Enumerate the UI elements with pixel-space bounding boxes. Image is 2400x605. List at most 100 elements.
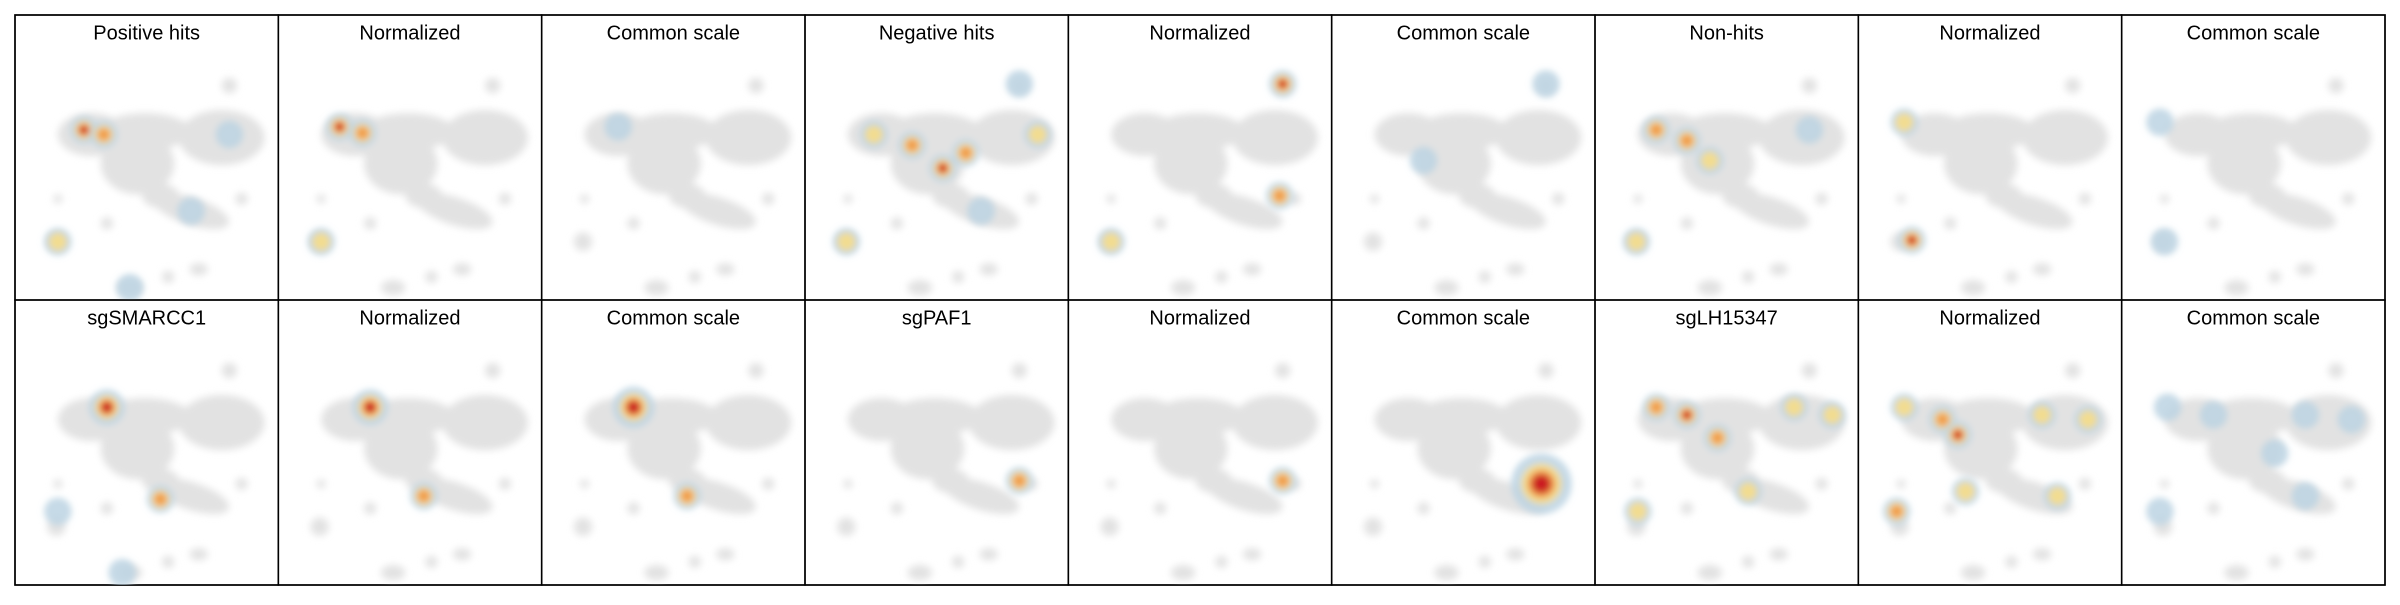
hotspot [2153, 393, 2182, 422]
hotspot [1956, 482, 1975, 501]
hotspot [2146, 497, 2174, 526]
panel: Non-hits [1594, 14, 1860, 301]
cell-embedding [310, 77, 528, 296]
hotspots [1624, 393, 1847, 526]
hotspots [1890, 108, 1926, 254]
hotspots [832, 70, 1052, 256]
cell-embedding [1363, 77, 1582, 296]
panel-title: Normalized [359, 307, 460, 329]
panel-title: Common scale [607, 307, 740, 329]
panel-title: Normalized [359, 22, 460, 44]
panel-title: sgLH15347 [1676, 307, 1778, 329]
panel-title: Positive hits [93, 22, 200, 44]
hotspot [938, 163, 948, 173]
hotspot [116, 273, 144, 300]
hotspot [967, 197, 995, 225]
hotspots [1409, 70, 1560, 175]
panel: Common scale [2120, 14, 2386, 301]
density-map [310, 362, 528, 581]
hotspot [1895, 398, 1914, 417]
hotspots [1511, 453, 1572, 515]
hotspot [864, 125, 884, 144]
panel-title: Normalized [1149, 22, 1250, 44]
hotspot [364, 401, 376, 413]
density-map [44, 77, 265, 300]
hotspots [1005, 466, 1034, 495]
panel-title: Common scale [2187, 307, 2320, 329]
hotspot [1711, 431, 1724, 445]
hotspot [1680, 134, 1694, 148]
panel: sgSMARCC1 [14, 299, 280, 586]
hotspots [352, 389, 438, 510]
hotspot [2048, 486, 2067, 506]
hotspot [1738, 482, 1758, 501]
hotspots [1268, 466, 1297, 495]
hotspot [1823, 405, 1842, 425]
hotspot [1531, 474, 1551, 494]
density-map [1624, 362, 1847, 581]
hotspots [612, 386, 701, 510]
hotspot [2150, 227, 2179, 256]
hotspot [1649, 400, 1663, 414]
hotspot [108, 558, 136, 585]
hotspot [837, 232, 856, 251]
density-map [573, 77, 792, 296]
hotspots [2146, 393, 2366, 526]
hotspot [2260, 439, 2289, 467]
panel: Negative hits [804, 14, 1070, 301]
density-map [1097, 70, 1318, 296]
density-map [307, 77, 528, 296]
panel-title: sgSMARCC1 [87, 307, 206, 329]
cell-embedding [1890, 77, 2108, 296]
cell-embedding [310, 362, 528, 581]
hotspot [177, 197, 205, 225]
hotspots [44, 389, 175, 585]
cell-embedding [1627, 77, 1845, 296]
panel-title: Common scale [607, 22, 740, 44]
hotspot [2032, 405, 2052, 425]
hotspot [44, 497, 72, 526]
hotspot [1784, 398, 1804, 417]
density-map [2146, 362, 2372, 581]
density-map [573, 362, 792, 581]
hotspot [1890, 504, 1904, 518]
density-map [1882, 362, 2108, 581]
panel-title: Normalized [1939, 307, 2040, 329]
hotspot [215, 120, 244, 149]
hotspot [1005, 70, 1034, 98]
hotspot [2291, 401, 2320, 429]
density-map [1363, 70, 1582, 296]
density-map [837, 362, 1055, 581]
cell-embedding [573, 362, 792, 581]
cell-embedding [47, 77, 265, 296]
panel: Common scale [540, 14, 806, 301]
hotspot [48, 232, 68, 251]
hotspots [44, 116, 244, 300]
panel: Normalized [277, 299, 543, 586]
panel-title: Negative hits [879, 22, 995, 44]
panel-title: Normalized [1939, 22, 2040, 44]
hotspot [1028, 125, 1047, 144]
hotspot [604, 113, 632, 141]
panel: Normalized [1067, 14, 1333, 301]
density-map [832, 70, 1055, 296]
hotspot [627, 400, 640, 414]
hotspots [1622, 116, 1824, 256]
panel: Common scale [1330, 14, 1596, 301]
hotspot [680, 489, 694, 503]
hotspot [1700, 151, 1720, 170]
hotspot [1276, 474, 1290, 488]
density-map [1622, 77, 1845, 296]
density-map [44, 362, 265, 585]
hotspots [307, 113, 377, 256]
panel-title: sgPAF1 [902, 307, 972, 329]
hotspots [1097, 70, 1297, 256]
panel: Normalized [1857, 14, 2123, 301]
hotspot [154, 492, 167, 506]
hotspot [1532, 70, 1560, 98]
hotspot [1795, 116, 1824, 144]
density-map [1100, 362, 1318, 581]
panel: sgLH15347 [1594, 299, 1860, 586]
hotspot [1102, 232, 1121, 251]
